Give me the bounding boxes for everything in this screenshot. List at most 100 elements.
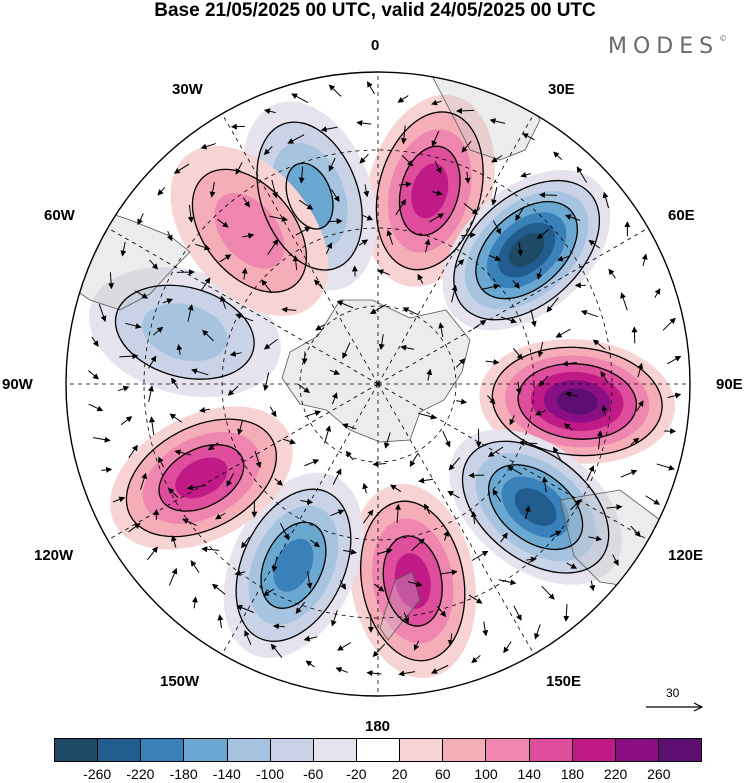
wind-vector xyxy=(372,461,387,468)
wind-vector xyxy=(361,214,374,221)
wind-vector xyxy=(442,430,451,448)
wind-vector xyxy=(171,535,177,548)
wind-vector xyxy=(209,181,216,198)
meridian-line xyxy=(377,383,535,655)
wind-vector xyxy=(207,442,219,451)
anomaly-contour xyxy=(517,363,638,440)
wind-vector xyxy=(169,413,182,423)
wind-vector xyxy=(564,214,581,221)
wind-vector xyxy=(541,585,555,600)
wind-vector xyxy=(620,292,628,311)
anomaly-contour xyxy=(125,418,278,538)
wind-vector xyxy=(325,242,333,255)
wind-vector xyxy=(524,505,531,520)
lon-label-120w: 120W xyxy=(34,547,74,564)
wind-vector xyxy=(398,670,416,677)
wind-vector xyxy=(507,465,523,475)
colorbar-tick-label: -140 xyxy=(212,766,241,782)
wind-vector xyxy=(217,218,229,228)
wind-vector xyxy=(570,499,581,511)
wind-vector xyxy=(191,368,209,376)
wind-vector xyxy=(362,509,374,524)
wind-vector xyxy=(343,548,357,555)
wind-vector xyxy=(536,229,549,240)
wind-vector xyxy=(596,430,603,450)
wind-vector xyxy=(530,309,537,328)
wind-vector xyxy=(447,490,460,499)
wind-vector xyxy=(601,404,608,417)
anomaly-contour xyxy=(475,201,579,300)
wind-vector xyxy=(588,535,603,542)
colorbar-tick-label: 60 xyxy=(435,766,451,782)
wind-vector xyxy=(451,284,458,303)
wind-vector xyxy=(487,395,496,405)
wind-vector xyxy=(431,130,440,147)
wind-vector xyxy=(468,594,483,604)
map-border xyxy=(65,71,691,697)
wind-vector xyxy=(229,350,242,357)
wind-vector xyxy=(329,369,341,375)
new-zealand-land xyxy=(379,571,421,641)
wind-vector xyxy=(555,328,571,338)
colorbar-swatch xyxy=(356,739,401,761)
wind-vector xyxy=(522,133,535,141)
lon-label-150w: 150W xyxy=(160,673,200,690)
wind-vector xyxy=(436,605,447,618)
lon-label-120e: 120E xyxy=(668,547,704,564)
wind-vector xyxy=(515,381,522,395)
wind-vector xyxy=(244,629,252,645)
wind-vector xyxy=(98,303,107,323)
wind-vector xyxy=(456,107,475,114)
wind-vector xyxy=(537,341,544,358)
wind-vector xyxy=(328,157,336,172)
wind-vector xyxy=(641,253,648,267)
wind-vector xyxy=(235,162,243,175)
wind-vector xyxy=(667,355,682,365)
wind-vector xyxy=(518,439,538,446)
wind-vector xyxy=(281,306,297,313)
wind-vector xyxy=(373,583,385,592)
wind-vector xyxy=(274,478,283,486)
wind-vector xyxy=(395,198,407,216)
wind-vector xyxy=(630,525,641,538)
anomaly-contour xyxy=(398,145,461,237)
wind-vector xyxy=(431,99,442,106)
wind-vector xyxy=(662,317,676,331)
wind-vector xyxy=(303,635,318,642)
wind-vector xyxy=(101,466,113,473)
wind-vector xyxy=(287,134,305,144)
wind-vector xyxy=(411,538,425,551)
wind-vector xyxy=(492,220,502,235)
wind-vector xyxy=(586,465,595,481)
wind-vector xyxy=(323,425,332,444)
wind-vector xyxy=(645,495,660,505)
anomaly-contour xyxy=(487,464,584,551)
wind-vector xyxy=(147,385,154,403)
lon-label-30w: 30W xyxy=(172,81,203,98)
colorbar-ticks: -260 -220 -180 -140 -100 -60 -20 20 60 100 140 180 2… xyxy=(54,766,702,782)
wind-vector xyxy=(556,255,570,262)
anomaly-fill xyxy=(411,163,449,219)
wind-vector xyxy=(162,298,174,304)
wind-vector xyxy=(305,660,315,668)
wind-vector xyxy=(226,473,234,487)
colorbar-tick-label: 100 xyxy=(474,766,498,782)
wind-vector xyxy=(489,118,506,125)
lon-label-60e: 60E xyxy=(668,207,695,224)
colorbar-swatch xyxy=(529,739,573,761)
wind-vector xyxy=(236,604,255,613)
lon-label-90e: 90E xyxy=(716,376,743,393)
wind-vector xyxy=(263,372,270,392)
wind-vector xyxy=(447,633,454,647)
wind-vector xyxy=(589,580,596,592)
wind-vector xyxy=(424,503,431,515)
colorbar-swatch xyxy=(572,739,616,761)
wind-vector xyxy=(190,560,200,573)
wind-vector xyxy=(331,392,338,405)
wind-vector xyxy=(87,370,100,380)
wind-vector xyxy=(384,432,391,449)
wind-vector xyxy=(313,279,324,290)
wind-vector xyxy=(157,187,166,196)
colorbar-tick-label: 180 xyxy=(560,766,585,782)
wind-vector xyxy=(424,238,431,253)
